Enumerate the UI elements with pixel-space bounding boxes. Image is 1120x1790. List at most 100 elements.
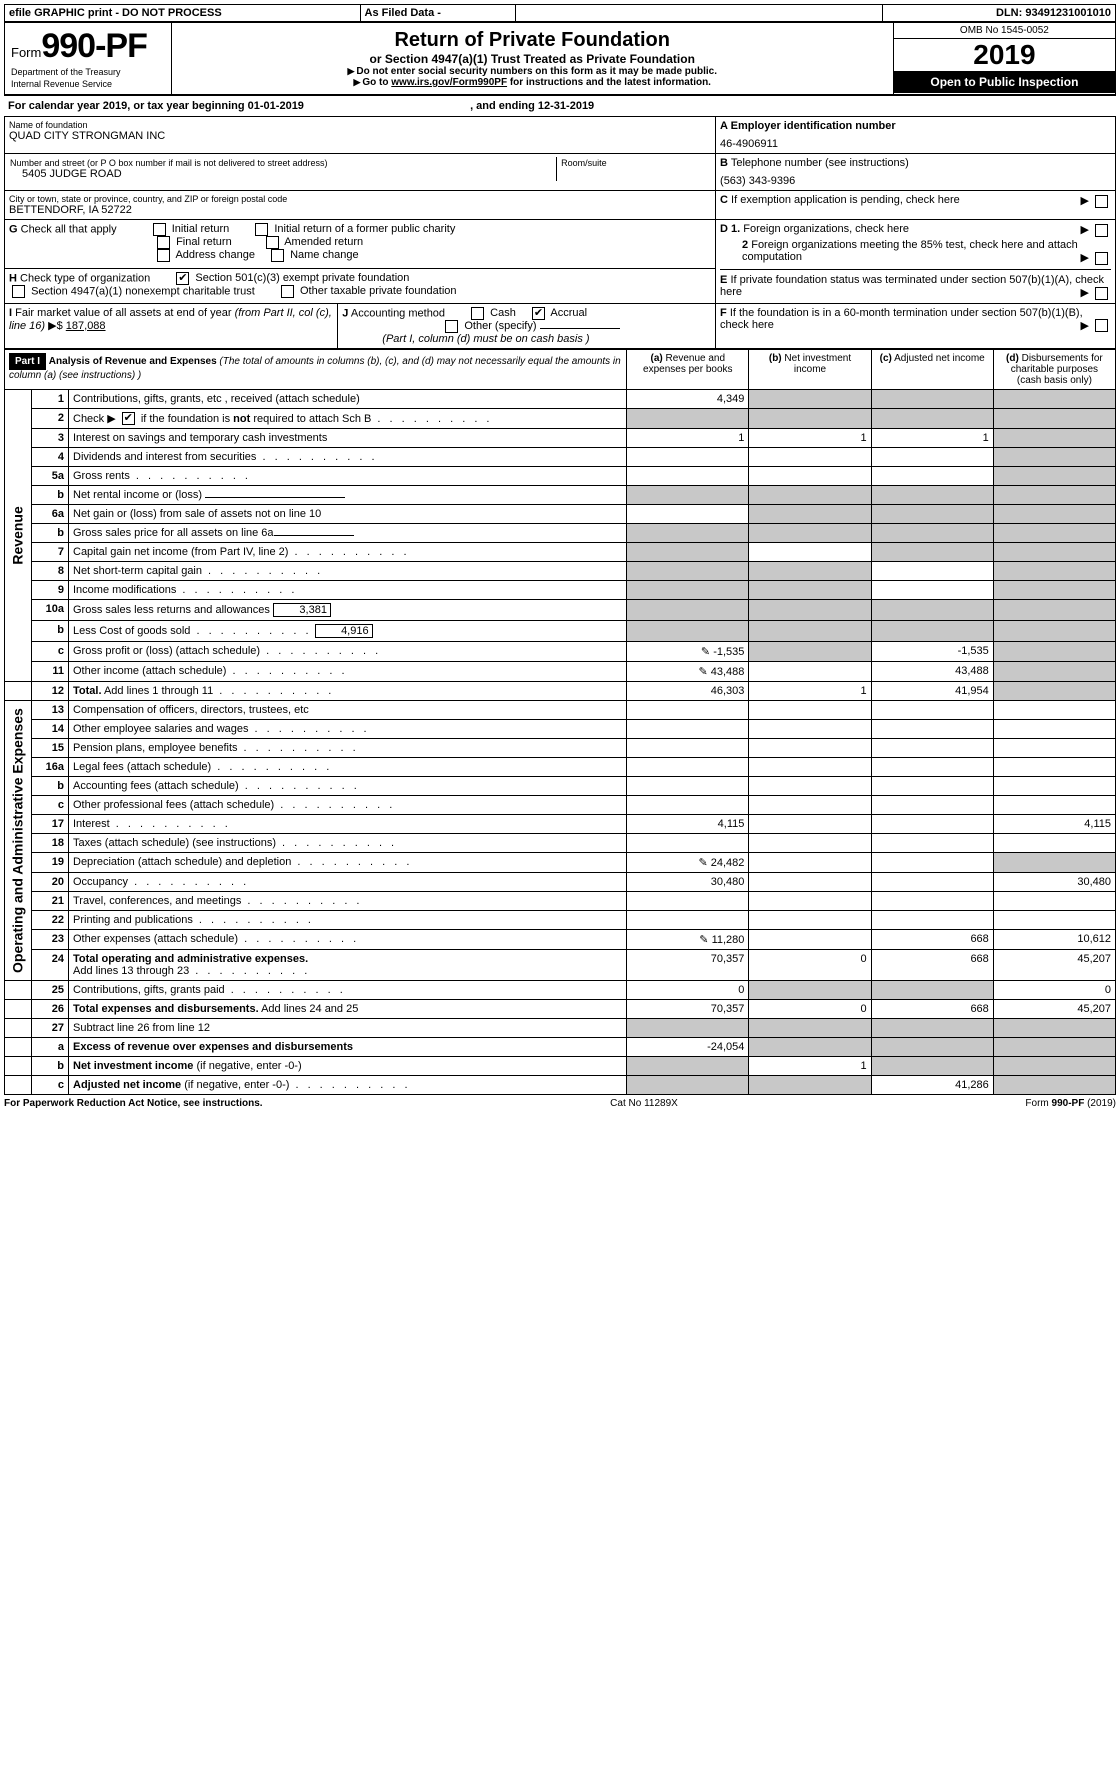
c-cell: C If exemption application is pending, c…: [716, 191, 1116, 220]
part1-grid: Part I Analysis of Revenue and Expenses …: [4, 349, 1116, 1096]
row-24: 24Total operating and administrative exp…: [5, 950, 1116, 981]
dln-value: 93491231001010: [1025, 7, 1111, 19]
row-7: 7Capital gain net income (from Part IV, …: [5, 543, 1116, 562]
row-1: Revenue 1 Contributions, gifts, grants, …: [5, 389, 1116, 408]
row-5b: bNet rental income or (loss): [5, 486, 1116, 505]
identity-table: Name of foundation QUAD CITY STRONGMAN I…: [4, 117, 1116, 220]
row-12: 12Total. Add lines 1 through 11 46,30314…: [5, 682, 1116, 701]
inspection-badge: Open to Public Inspection: [894, 71, 1115, 93]
j-accrual-checkbox[interactable]: [532, 307, 545, 320]
expenses-label: Operating and Administrative Expenses: [5, 701, 32, 981]
d2-checkbox[interactable]: [1095, 252, 1108, 265]
g-address-checkbox[interactable]: [157, 249, 170, 262]
efile-notice: efile GRAPHIC print - DO NOT PROCESS: [5, 5, 361, 22]
phone-cell: B Telephone number (see instructions) (5…: [716, 154, 1116, 191]
row-10a: 10aGross sales less returns and allowanc…: [5, 600, 1116, 621]
g-name-checkbox[interactable]: [271, 249, 284, 262]
row-11: 11Other income (attach schedule) ✎ 43,48…: [5, 662, 1116, 682]
d-e-cell: D 1. Foreign organizations, check here ▶…: [716, 220, 1116, 303]
room-label: Room/suite: [561, 158, 710, 168]
dept-line1: Department of the Treasury: [11, 67, 121, 77]
row-4: 4Dividends and interest from securities: [5, 448, 1116, 467]
col-a-header: (a) Revenue and expenses per books: [627, 349, 749, 389]
attach-icon[interactable]: ✎: [698, 666, 707, 678]
attach-icon[interactable]: ✎: [701, 646, 710, 658]
tax-year: 2019: [894, 39, 1115, 71]
j-cell: J Accounting method Cash Accrual Other (…: [338, 304, 716, 349]
h-4947-checkbox[interactable]: [12, 285, 25, 298]
d1-checkbox[interactable]: [1095, 224, 1108, 237]
topbar-table: efile GRAPHIC print - DO NOT PROCESS As …: [4, 4, 1116, 22]
note-2: Go to www.irs.gov/Form990PF for instruct…: [180, 77, 885, 88]
revenue-label: Revenue: [5, 389, 32, 682]
row-9: 9Income modifications: [5, 581, 1116, 600]
col-d-header: (d) Disbursements for charitable purpose…: [993, 349, 1115, 389]
phone-value: (563) 343-9396: [720, 169, 1111, 187]
paperwork-notice: For Paperwork Reduction Act Notice, see …: [4, 1098, 263, 1109]
d2-row: 2 Foreign organizations meeting the 85% …: [720, 239, 1111, 263]
i-cell: I Fair market value of all assets at end…: [5, 304, 338, 349]
h-other-checkbox[interactable]: [281, 285, 294, 298]
page-footer: For Paperwork Reduction Act Notice, see …: [4, 1095, 1116, 1109]
c-label: C: [720, 194, 728, 206]
h-501c3-checkbox[interactable]: [176, 272, 189, 285]
row-22: 22Printing and publications: [5, 911, 1116, 930]
addr-label: Number and street (or P O box number if …: [10, 158, 555, 168]
city-cell: City or town, state or province, country…: [5, 191, 716, 220]
part1-header-cell: Part I Analysis of Revenue and Expenses …: [5, 349, 627, 389]
g-label: G: [9, 223, 18, 235]
row-21: 21Travel, conferences, and meetings: [5, 892, 1116, 911]
d1-row: D 1. Foreign organizations, check here ▶: [720, 223, 1111, 235]
f-checkbox[interactable]: [1095, 319, 1108, 332]
g-initial-former-checkbox[interactable]: [255, 223, 268, 236]
part1-title: Analysis of Revenue and Expenses: [49, 356, 217, 367]
f-cell: F If the foundation is in a 60-month ter…: [716, 304, 1116, 349]
asfiled-label: As Filed Data -: [360, 5, 516, 22]
j-other-checkbox[interactable]: [445, 320, 458, 333]
e-row: E If private foundation status was termi…: [720, 269, 1111, 298]
g-initial-checkbox[interactable]: [153, 223, 166, 236]
form-subtitle: or Section 4947(a)(1) Trust Treated as P…: [180, 52, 885, 66]
i-j-f-table: I Fair market value of all assets at end…: [4, 304, 1116, 349]
row-16c: cOther professional fees (attach schedul…: [5, 796, 1116, 815]
calendar-year-row: For calendar year 2019, or tax year begi…: [4, 95, 1116, 117]
g-cell: G Check all that apply Initial return In…: [5, 220, 716, 268]
city-label: City or town, state or province, country…: [9, 194, 711, 204]
row-27: 27Subtract line 26 from line 12: [5, 1019, 1116, 1038]
dept-line2: Internal Revenue Service: [11, 79, 112, 89]
row-16b: bAccounting fees (attach schedule): [5, 777, 1116, 796]
g-text: Check all that apply: [21, 223, 117, 235]
c-text: If exemption application is pending, che…: [731, 194, 960, 206]
row-16a: 16aLegal fees (attach schedule): [5, 758, 1116, 777]
g-final-checkbox[interactable]: [157, 236, 170, 249]
attach-icon[interactable]: ✎: [699, 934, 708, 946]
schb-checkbox[interactable]: [122, 412, 135, 425]
street-address: 5405 JUDGE ROAD: [10, 168, 555, 180]
row-3: 3Interest on savings and temporary cash …: [5, 429, 1116, 448]
g-d-table: G Check all that apply Initial return In…: [4, 220, 1116, 304]
h-label: H: [9, 272, 17, 284]
e-checkbox[interactable]: [1095, 287, 1108, 300]
form-id-cell: Form990-PF Department of the Treasury In…: [5, 23, 172, 95]
form-footer: Form 990-PF (2019): [1025, 1098, 1116, 1109]
form-title: Return of Private Foundation: [180, 29, 885, 52]
title-cell: Return of Private Foundation or Section …: [171, 23, 893, 95]
b-label: B: [720, 157, 728, 169]
row-18: 18Taxes (attach schedule) (see instructi…: [5, 834, 1116, 853]
irs-link[interactable]: www.irs.gov/Form990PF: [391, 77, 507, 88]
col-c-header: (c) Adjusted net income: [871, 349, 993, 389]
note-1: Do not enter social security numbers on …: [180, 66, 885, 77]
dln-cell: DLN: 93491231001010: [882, 5, 1115, 22]
foundation-name-cell: Name of foundation QUAD CITY STRONGMAN I…: [5, 117, 716, 154]
c-checkbox[interactable]: [1095, 195, 1108, 208]
fmv-value: 187,088: [66, 320, 106, 332]
row-6b: bGross sales price for all assets on lin…: [5, 524, 1116, 543]
g-amended-checkbox[interactable]: [266, 236, 279, 249]
attach-icon[interactable]: ✎: [698, 857, 707, 869]
j-cash-checkbox[interactable]: [471, 307, 484, 320]
row-26: 26Total expenses and disbursements. Add …: [5, 1000, 1116, 1019]
ein-label: A Employer identification number: [720, 120, 1111, 132]
ein-value: 46-4906911: [720, 132, 1111, 150]
row-6a: 6aNet gain or (loss) from sale of assets…: [5, 505, 1116, 524]
part1-badge: Part I: [9, 353, 46, 370]
